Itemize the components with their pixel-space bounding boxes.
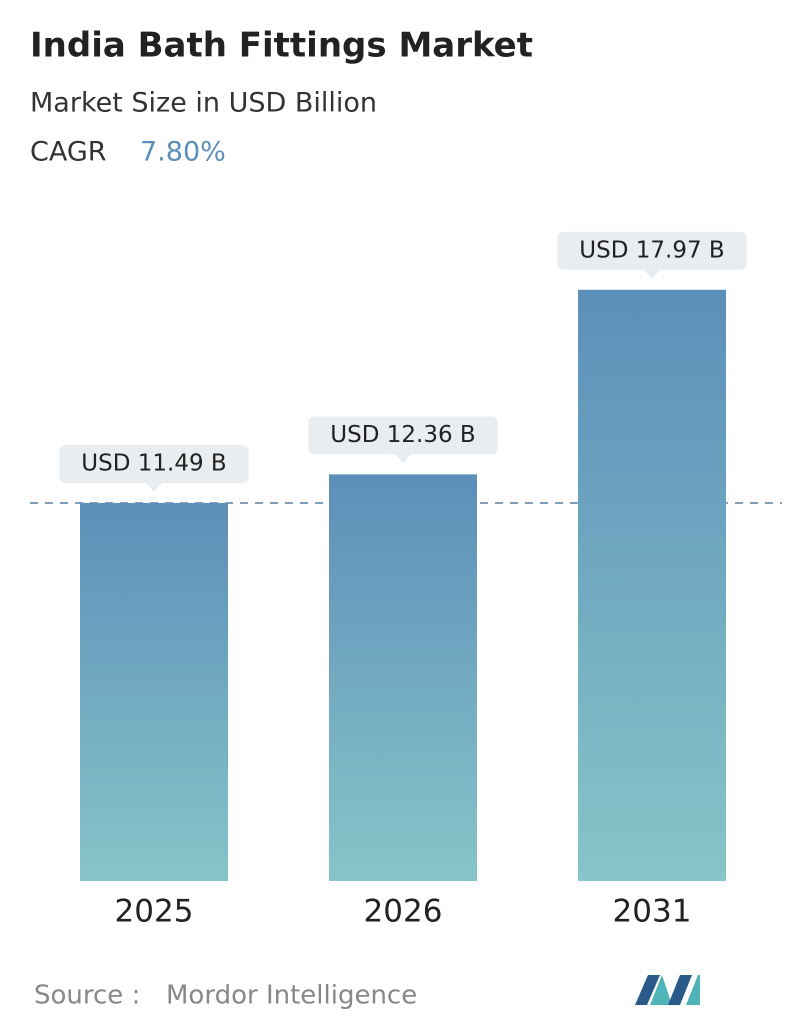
chart-title: India Bath Fittings Market xyxy=(30,26,533,66)
value-label: USD 17.97 B xyxy=(579,237,724,263)
chart-subtitle: Market Size in USD Billion xyxy=(30,88,377,119)
cagr-label: CAGR xyxy=(30,137,107,168)
x-tick-label: 2025 xyxy=(115,894,194,930)
bar xyxy=(578,289,726,881)
source-label: Source : xyxy=(34,981,140,1011)
plot-area: USD 11.49 B 2025 USD 12.36 B 2026 USD 17.97 … xyxy=(30,231,782,930)
x-tick-label: 2031 xyxy=(613,894,692,930)
bar xyxy=(329,474,477,881)
value-label-box xyxy=(308,416,498,464)
source: Mordor Intelligence xyxy=(166,981,417,1011)
value-label-box xyxy=(59,444,249,492)
value-label: USD 12.36 B xyxy=(330,422,475,448)
x-tick-label: 2026 xyxy=(364,894,443,930)
cagr-value: 7.80% xyxy=(140,137,226,168)
logo xyxy=(635,975,700,1005)
value-label: USD 11.49 B xyxy=(81,450,226,476)
value-label-box xyxy=(557,231,747,279)
bar xyxy=(80,502,228,881)
